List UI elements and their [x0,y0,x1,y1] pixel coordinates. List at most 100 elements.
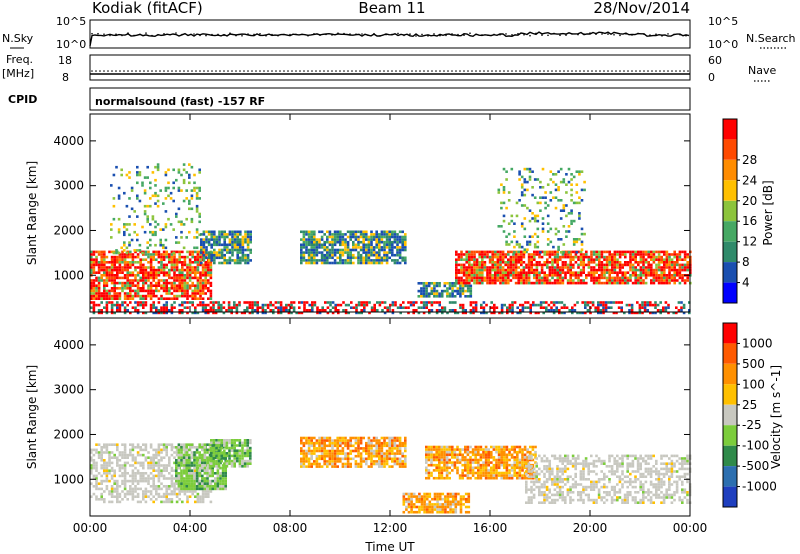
data-cell [173,306,176,309]
data-cell [215,251,219,254]
data-cell [193,459,196,462]
data-cell [103,297,106,300]
data-cell [578,311,582,315]
data-cell [136,197,139,200]
data-cell [92,448,96,452]
data-cell [360,303,363,307]
data-cell [388,243,391,247]
data-cell [598,250,601,254]
data-cell [246,248,250,252]
data-cell [199,500,202,504]
data-cell [535,279,539,282]
data-cell [385,238,389,241]
data-cell [321,306,324,309]
nsearch-dot [145,32,147,34]
data-cell [100,456,103,459]
data-cell [501,255,505,259]
data-cell [177,487,181,491]
data-cell [378,243,381,247]
nave-dot [551,70,553,72]
data-cell [154,243,157,247]
data-cell [155,448,158,452]
data-cell [590,268,593,272]
data-cell [156,199,160,203]
nsearch-dot [583,33,585,35]
data-cell [144,472,148,475]
data-cell [354,243,358,247]
data-cell [118,309,122,312]
data-cell [493,306,496,309]
data-cell [644,266,648,269]
data-cell [396,235,399,239]
data-cell [165,448,168,452]
data-cell [185,446,188,449]
data-cell [391,444,394,448]
data-cell [549,240,553,244]
data-cell [224,487,227,491]
data-cell [455,268,458,272]
data-cell [516,311,519,315]
data-cell [566,255,570,259]
data-cell [177,477,181,480]
data-cell [499,281,502,285]
data-cell [446,295,449,298]
data-cell [202,253,206,257]
data-cell [404,233,407,236]
data-cell [375,439,378,442]
nave-dot [503,70,505,72]
data-cell [569,276,572,280]
data-cell [108,472,111,475]
data-cell [536,235,540,238]
data-cell [103,250,106,254]
data-cell [202,248,206,252]
data-cell [543,263,546,267]
data-cell [575,170,579,173]
data-cell [608,268,611,272]
data-cell [352,256,355,260]
data-cell [649,303,652,307]
data-cell [365,259,368,262]
data-cell [313,441,316,445]
data-cell [207,274,210,277]
data-cell [144,456,148,459]
data-cell [531,193,534,197]
nave-dot [263,70,265,72]
data-cell [595,255,598,259]
data-cell [515,243,519,246]
data-cell [668,263,671,267]
data-cell [541,167,545,171]
data-cell [501,268,505,272]
data-cell [300,243,303,247]
data-cell [213,240,216,244]
nsearch-dot [337,32,339,34]
data-cell [491,263,494,267]
data-cell [683,268,687,272]
data-cell [194,306,197,309]
data-cell [191,472,194,475]
data-cell [173,490,176,493]
data-cell [203,482,207,485]
data-cell [249,457,252,460]
data-cell [218,235,221,239]
data-cell [170,263,174,267]
data-cell [457,281,461,285]
data-cell [376,309,379,312]
data-cell [201,279,205,282]
data-cell [399,303,402,307]
data-cell [303,306,306,309]
data-cell [198,482,201,485]
data-cell [105,461,109,465]
data-cell [144,446,148,449]
data-cell [370,261,373,265]
data-cell [110,456,114,459]
data-cell [331,439,334,442]
nsearch-dot [517,32,519,35]
data-cell [300,246,303,249]
data-cell [209,469,213,472]
data-cell [608,279,611,282]
data-cell [313,235,316,239]
data-cell [144,294,148,298]
data-cell [643,309,647,312]
data-cell [540,255,544,259]
data-cell [326,256,329,260]
